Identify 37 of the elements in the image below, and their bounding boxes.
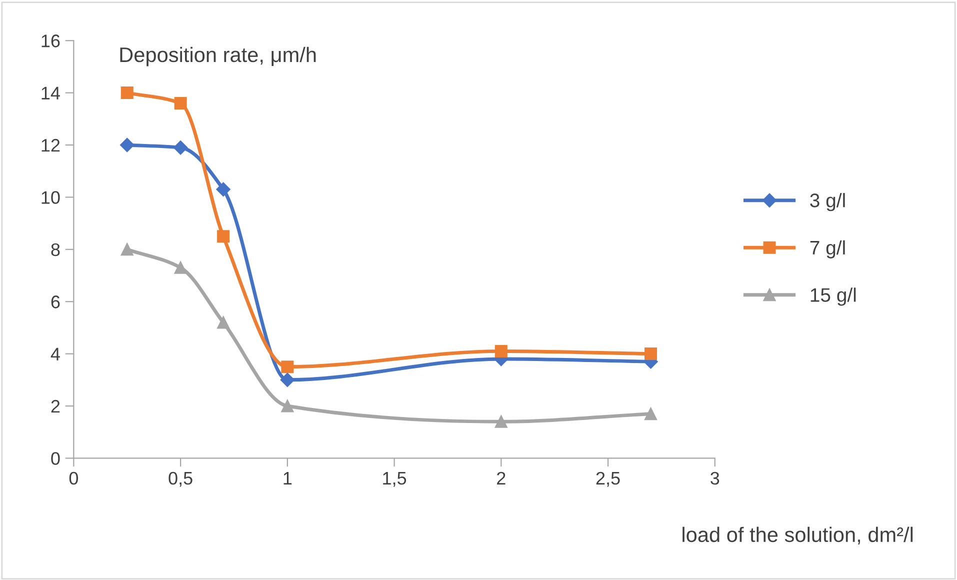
y-tick-label: 8 xyxy=(51,243,60,256)
y-tick-label: 2 xyxy=(51,400,60,413)
y-tick-label: 4 xyxy=(50,348,60,360)
x-tick-label: 2,5 xyxy=(596,472,620,487)
y-tick-label: 0 xyxy=(51,452,60,465)
y-tick-label: 12 xyxy=(42,138,60,152)
x-tick-label: 0 xyxy=(69,472,78,485)
x-axis-title: load of the solution, dm²/l xyxy=(682,526,913,545)
point xyxy=(217,230,230,243)
point xyxy=(216,182,230,196)
y-tick-label: 6 xyxy=(51,296,60,308)
point xyxy=(120,86,134,100)
y-tick-label: 16 xyxy=(42,34,60,48)
legend-label: 7 g/l xyxy=(810,240,845,258)
y-tick-label: 14 xyxy=(42,86,60,100)
y-axis-title: Deposition rate, μm/h xyxy=(120,46,316,66)
point xyxy=(120,243,134,256)
point xyxy=(173,140,188,155)
x-tick-label: 2 xyxy=(497,472,506,484)
y-tick-label: 10 xyxy=(42,191,60,204)
point xyxy=(281,360,294,374)
point xyxy=(120,138,134,152)
x-tick-label: 0,5 xyxy=(168,472,192,487)
point xyxy=(174,96,187,110)
legend-label: 3 g/l xyxy=(810,193,845,212)
point xyxy=(494,415,508,428)
point xyxy=(644,408,658,420)
legend-label: 15 g/l xyxy=(810,288,856,306)
point xyxy=(494,344,508,358)
x-tick-label: 1 xyxy=(284,472,292,484)
x-tick-label: 3 xyxy=(710,472,720,485)
point xyxy=(281,400,294,412)
point xyxy=(174,261,187,274)
point xyxy=(644,348,658,360)
point xyxy=(280,372,294,387)
x-tick-label: 1,5 xyxy=(383,472,406,487)
point xyxy=(217,316,230,329)
